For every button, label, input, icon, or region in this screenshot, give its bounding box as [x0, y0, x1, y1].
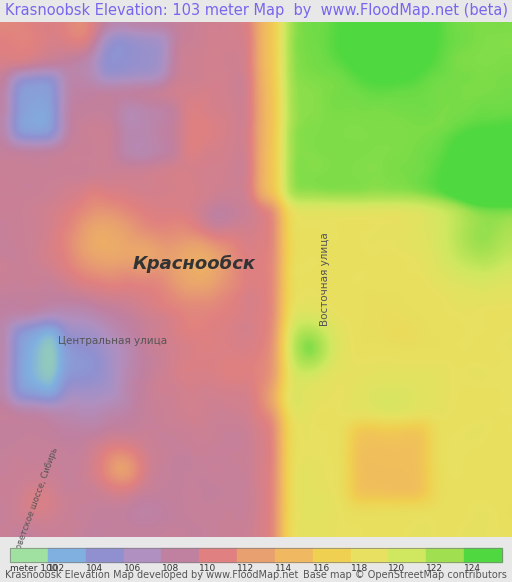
Text: 120: 120 — [388, 564, 406, 573]
Text: 114: 114 — [275, 564, 292, 573]
Bar — [124, 548, 161, 562]
Text: 108: 108 — [161, 564, 179, 573]
Text: Центральная улица: Центральная улица — [58, 336, 167, 346]
Bar — [161, 548, 199, 562]
Text: 118: 118 — [351, 564, 368, 573]
Text: 116: 116 — [313, 564, 330, 573]
Bar — [199, 548, 237, 562]
Text: 102: 102 — [48, 564, 65, 573]
Text: 106: 106 — [124, 564, 141, 573]
Text: 124: 124 — [464, 564, 481, 573]
Text: Советское шоссе, Сибирь: Советское шоссе, Сибирь — [12, 446, 59, 556]
Bar — [426, 548, 464, 562]
Text: 122: 122 — [426, 564, 443, 573]
Text: Krasnoobsk Elevation: 103 meter Map  by  www.FloodMap.net (beta): Krasnoobsk Elevation: 103 meter Map by w… — [5, 3, 508, 19]
Bar — [48, 548, 86, 562]
Bar — [10, 548, 48, 562]
Bar — [86, 548, 124, 562]
Bar — [10, 548, 502, 562]
Text: 104: 104 — [86, 564, 103, 573]
Bar — [313, 548, 351, 562]
Bar — [351, 548, 388, 562]
Text: meter 100: meter 100 — [10, 564, 58, 573]
Bar — [464, 548, 502, 562]
Text: 110: 110 — [199, 564, 217, 573]
Text: 112: 112 — [237, 564, 254, 573]
Bar — [275, 548, 313, 562]
Text: Base map © OpenStreetMap contributors: Base map © OpenStreetMap contributors — [303, 570, 507, 580]
Bar — [237, 548, 275, 562]
Bar — [388, 548, 426, 562]
Text: Krasnoobsk Elevation Map developed by www.FloodMap.net: Krasnoobsk Elevation Map developed by ww… — [5, 570, 298, 580]
Text: Краснообск: Краснообск — [133, 255, 256, 273]
Text: Восточная улица: Восточная улица — [320, 233, 330, 327]
